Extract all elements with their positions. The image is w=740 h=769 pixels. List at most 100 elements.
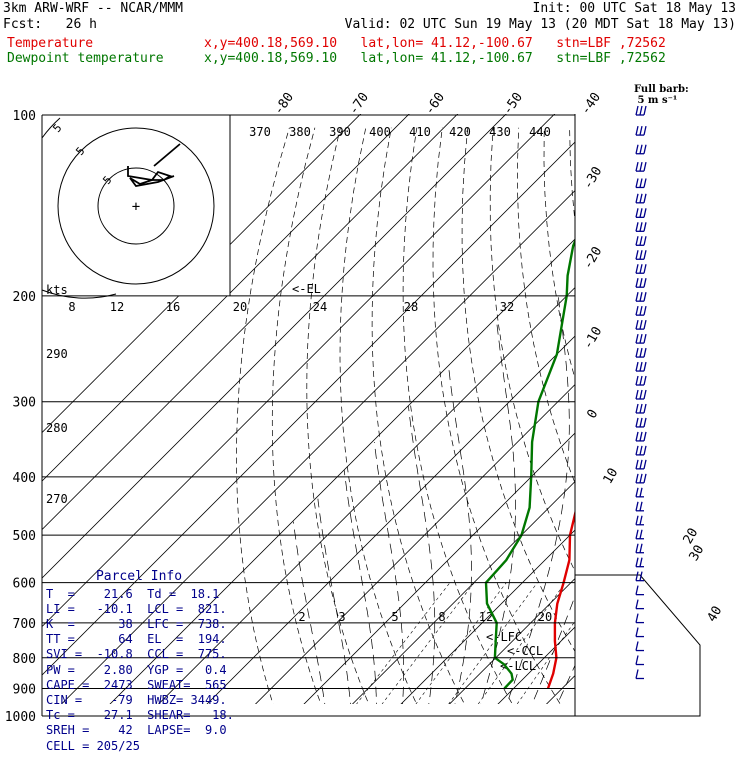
wind-barb-flag [636, 669, 638, 678]
isotherm-label: -60 [422, 90, 448, 118]
wind-barb-flag [644, 278, 646, 287]
wind-barb-flag [636, 474, 638, 483]
wind-barb-flag [636, 106, 638, 115]
el-label: <-EL [292, 282, 321, 296]
wind-barb-flag [640, 178, 642, 187]
wind-barb-flag [636, 334, 638, 343]
wind-barb-flag [640, 502, 642, 511]
wind-barb-flag [644, 292, 646, 301]
pressure-tick-label: 900 [13, 682, 36, 697]
wind-barb-flag [636, 460, 638, 469]
wind-barb-flag [640, 126, 642, 135]
barb-legend-units: 5 m s⁻¹ [637, 95, 677, 106]
isotherm-label: -30 [581, 164, 606, 192]
theta-e-label: 390 [329, 125, 351, 139]
theta-e-label: 420 [449, 125, 471, 139]
pressure-tick-label: 800 [13, 652, 36, 667]
pressure-tick-label: 500 [13, 529, 36, 544]
isotherm-label: -40 [578, 90, 604, 118]
theta-e-label: 370 [249, 125, 271, 139]
wind-barb-flag [636, 558, 638, 567]
wind-barb-flag [640, 236, 642, 245]
wind-barb-flag [640, 106, 642, 115]
isotherm-label: 20 [681, 526, 702, 547]
theta-e-label: 380 [289, 125, 311, 139]
wind-barb-flag [636, 292, 638, 301]
wind-barb-flag [640, 250, 642, 259]
wind-barb-flag [640, 446, 642, 455]
isotherm [425, 102, 740, 729]
wind-barb-flag [640, 145, 642, 154]
wind-barb-flag [644, 390, 646, 399]
mixing-ratio-label: 3 [338, 610, 345, 624]
wind-barb-flag [636, 362, 638, 371]
parcel-info-row: SREH = 42 LAPSE= 9.0 [46, 723, 232, 738]
wind-barb-flag [644, 348, 646, 357]
moist-adiabat [449, 369, 472, 728]
dry-adiabat [237, 128, 290, 729]
parcel-info-row: SVI = -10.8 CCL = 775. [46, 647, 232, 662]
dry-adiabat [372, 128, 478, 729]
isotherm-label: -50 [500, 90, 526, 118]
isotherm-label: -10 [581, 324, 606, 352]
dry-adiabat [518, 128, 724, 729]
wind-barb-flag [644, 320, 646, 329]
barb-legend: Full barb: 5 m s⁻¹ [634, 84, 689, 106]
theta-e-label: 400 [369, 125, 391, 139]
wind-barb-flag [640, 334, 642, 343]
wind-barb-flag [640, 162, 642, 171]
wind-barb-flag [636, 432, 638, 441]
wind-barb-flag [640, 222, 642, 231]
wind-barb-flag [640, 390, 642, 399]
wind-barb-flag [636, 586, 638, 595]
wind-barb-flag [636, 418, 638, 427]
isotherm-label: 0 [585, 407, 602, 421]
pressure-tick-label: 700 [13, 617, 36, 632]
dry-adiabat [570, 128, 740, 729]
wind-barb-flag [636, 516, 638, 525]
pressure-tick-label: 200 [13, 290, 36, 305]
wind-barb-flag [640, 306, 642, 315]
parcel-info-row: K = 38 LFC = 738. [46, 617, 232, 632]
wind-barb-flag [636, 145, 638, 154]
theta-e-label: 410 [409, 125, 431, 139]
wind-barb-flag [640, 432, 642, 441]
wind-barb-flag [636, 236, 638, 245]
wind-barb-flag [636, 390, 638, 399]
wind-barb-flag [644, 362, 646, 371]
isotherm-label: -70 [346, 90, 372, 118]
wind-barb-flag [636, 404, 638, 413]
mixing-ratio-label: 8 [68, 300, 75, 314]
theta-e-label: 430 [489, 125, 511, 139]
parcel-info-row: TT = 64 EL = 194. [46, 632, 232, 647]
wind-barb-flag [640, 264, 642, 273]
dry-adiabat [595, 128, 740, 729]
wind-barb-flag [636, 376, 638, 385]
wind-barb-flag [636, 488, 638, 497]
wind-barb-flag [636, 306, 638, 315]
wind-barb-flag [644, 178, 646, 187]
mixing-ratio-line [364, 583, 475, 729]
wind-barb-flag [644, 208, 646, 217]
dry-adiabat [672, 128, 740, 729]
parcel-info-row: Tc = 27.1 SHEAR= 18. [46, 708, 232, 723]
wind-barb-flag [636, 320, 638, 329]
wind-barb-flag [640, 376, 642, 385]
lfc-label: <-LFC [486, 630, 522, 644]
theta-label: 280 [46, 421, 68, 435]
pressure-tick-label: 400 [13, 471, 36, 486]
wind-barb-flag [636, 600, 638, 609]
wind-barb-flag [644, 306, 646, 315]
hodograph-units: kts [46, 283, 68, 297]
isotherm [182, 102, 740, 729]
pressure-tick-label: 600 [13, 577, 36, 592]
parcel-info-row: CELL = 205/25 [46, 739, 232, 754]
wind-barb-flag [636, 572, 638, 581]
isotherm [328, 102, 740, 729]
wind-barb-flag [644, 145, 646, 154]
theta-label: 270 [46, 492, 68, 506]
wind-barb-flag [644, 106, 646, 115]
dry-adiabat [646, 128, 740, 729]
wind-barb-flag [640, 474, 642, 483]
